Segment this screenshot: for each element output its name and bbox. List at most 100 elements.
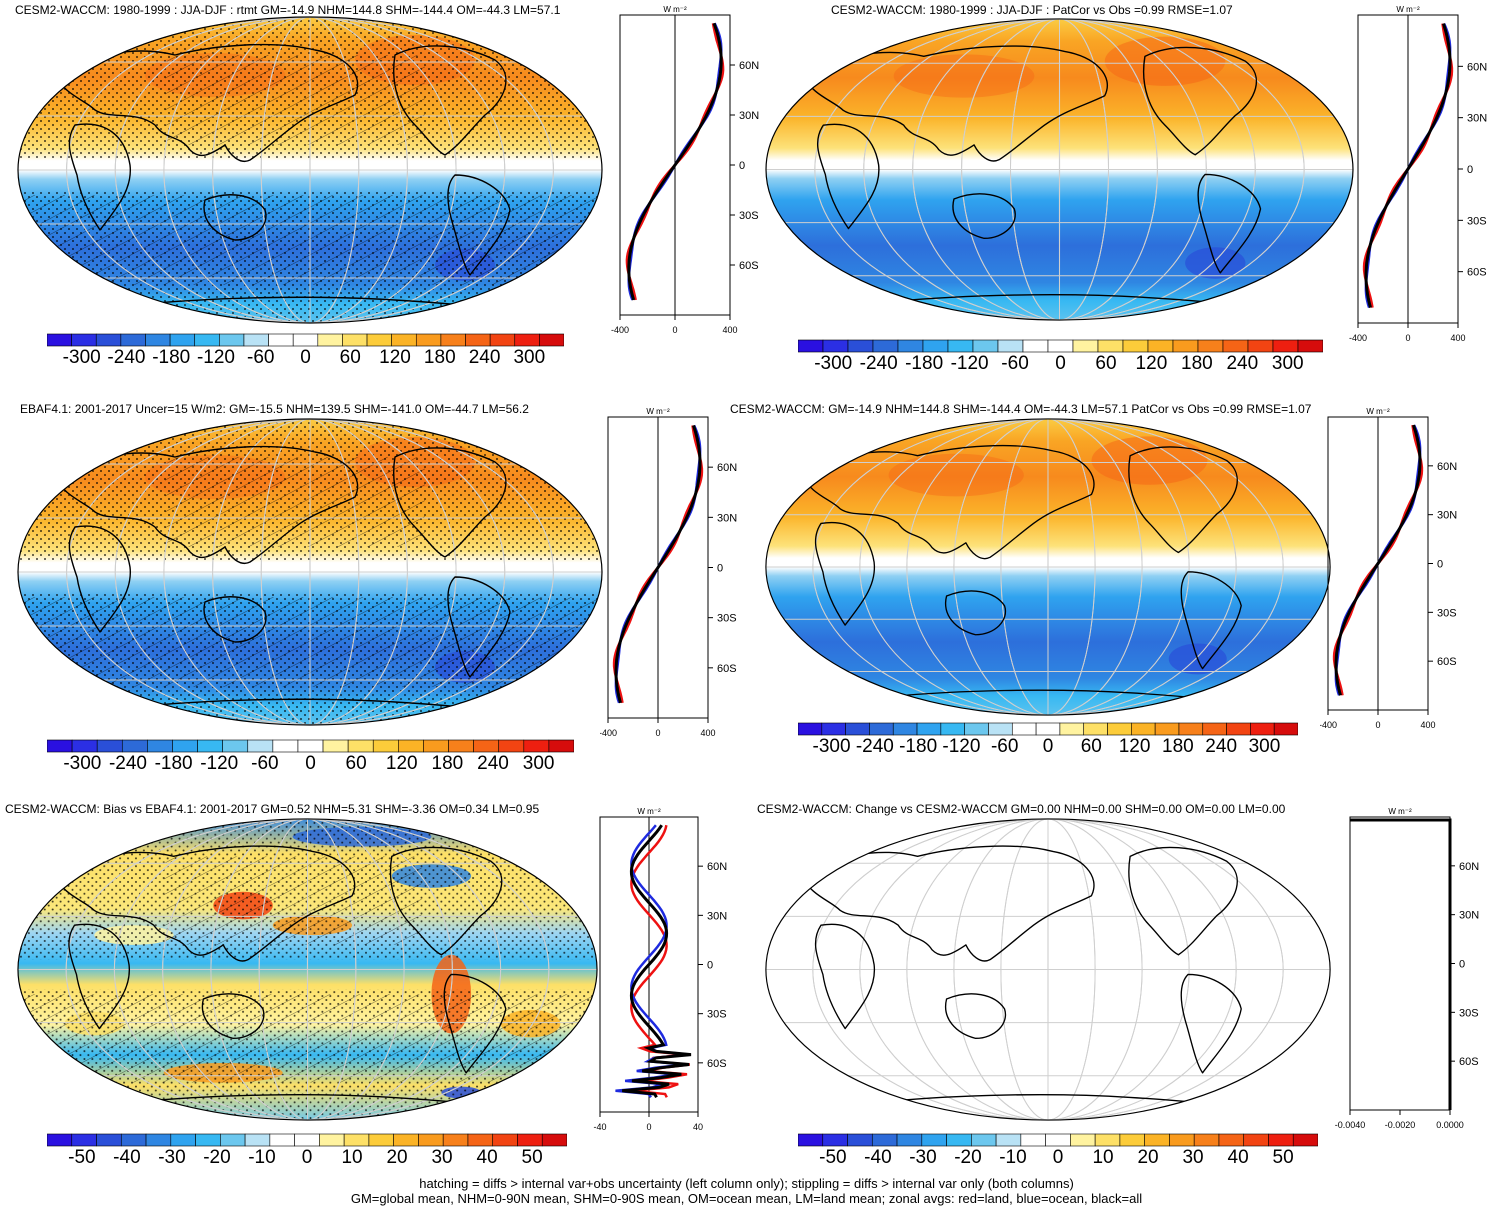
lat-label: 30S xyxy=(1459,1007,1479,1019)
colorbar-swatch xyxy=(269,1133,295,1147)
colorbar-swatches xyxy=(798,339,1323,353)
zonal-line-all xyxy=(614,424,702,704)
colorbar-swatch xyxy=(798,1133,824,1147)
colorbar-swatch xyxy=(1011,722,1037,736)
colorbar-swatch xyxy=(220,1133,246,1147)
unit-label: W m⁻² xyxy=(1396,5,1420,14)
colorbar-swatch xyxy=(892,722,918,736)
x-tick-label: 40 xyxy=(693,1122,703,1132)
lat-label: 30N xyxy=(739,110,759,122)
colorbar-swatch xyxy=(822,339,849,353)
x-tick-label: -0.0020 xyxy=(1385,1120,1416,1130)
coastline-4 xyxy=(1180,571,1242,670)
colorbar-label: 120 xyxy=(379,347,411,368)
colorbar-swatch xyxy=(120,1133,147,1147)
x-tick-label: 0.0000 xyxy=(1436,1120,1464,1130)
coastline-2 xyxy=(944,590,1007,636)
colorbar-swatch xyxy=(415,333,442,347)
colorbar-label: 300 xyxy=(1248,736,1281,757)
zonal-line-all xyxy=(1350,818,1452,1110)
colorbar-swatch xyxy=(972,339,999,353)
colorbar-swatch xyxy=(517,1133,543,1147)
colorbar-label: -300 xyxy=(63,753,102,774)
colorbar-swatch xyxy=(145,333,171,347)
colorbar-swatch xyxy=(1268,1133,1294,1147)
lat-label: 60N xyxy=(717,462,737,474)
colorbar-swatch xyxy=(964,722,989,736)
colorbar-label: 300 xyxy=(522,753,555,774)
colorbar-swatches xyxy=(47,1133,567,1147)
panel-3-map xyxy=(17,418,603,726)
colorbar-swatch xyxy=(1193,1133,1220,1147)
colorbar-label: -120 xyxy=(196,347,235,368)
zonal-line-all xyxy=(1364,23,1452,308)
colorbar-swatch xyxy=(172,739,198,753)
panel-1-map xyxy=(17,16,603,324)
colorbar-swatch xyxy=(292,333,319,347)
colorbar-swatch xyxy=(47,1133,73,1147)
colorbar-swatch xyxy=(1047,339,1074,353)
lat-label: 0 xyxy=(707,960,713,972)
colorbar-label: 0 xyxy=(1052,1147,1064,1168)
colorbar-label: -60 xyxy=(251,753,279,774)
colorbar-swatch xyxy=(971,1133,997,1147)
colorbar-swatch xyxy=(1147,339,1174,353)
colorbar-swatch xyxy=(222,739,249,753)
lat-label: 60S xyxy=(1467,267,1487,279)
lat-label: 30S xyxy=(739,210,759,222)
colorbar-swatch xyxy=(1022,339,1049,353)
colorbar-label: -10 xyxy=(248,1147,276,1168)
colorbar-label: 180 xyxy=(423,347,456,368)
colorbar-swatch xyxy=(492,1133,518,1147)
unit-label: W m⁻² xyxy=(1366,407,1390,416)
colorbar-swatches xyxy=(798,1133,1318,1147)
coastline-1 xyxy=(814,923,876,1030)
coastline-3 xyxy=(389,846,503,956)
colorbar-label: -300 xyxy=(814,353,853,374)
colorbar-label: 0 xyxy=(305,753,316,774)
colorbar-label: -60 xyxy=(990,736,1019,757)
colorbar-label: -120 xyxy=(950,353,989,374)
colorbar-label: -180 xyxy=(899,736,938,757)
colorbar-label: -240 xyxy=(855,736,894,757)
panel-2-map xyxy=(765,18,1354,321)
colorbar-swatch xyxy=(1243,1133,1269,1147)
x-tick-label: 0 xyxy=(655,728,660,738)
colorbar-swatch xyxy=(219,333,245,347)
colorbar-swatch xyxy=(1020,1133,1046,1147)
panel-3-zonal-profile: 60N 30N 0 30S 60S -400 0 400 W m⁻² xyxy=(600,407,737,738)
colorbar-label: -40 xyxy=(113,1147,141,1168)
colorbar-label: -20 xyxy=(954,1147,982,1168)
colorbar-label: 60 xyxy=(1080,736,1102,757)
colorbar-swatch xyxy=(197,739,223,753)
coastline-2 xyxy=(944,993,1007,1040)
panel-1-title: CESM2-WACCM: 1980-1999 : JJA-DJF : rtmt … xyxy=(15,3,561,17)
colorbar-swatch xyxy=(442,1133,469,1147)
coastline-0 xyxy=(54,445,359,564)
lat-label: 30N xyxy=(1459,910,1479,922)
panel-6-map xyxy=(765,818,1331,1121)
colorbar-swatch xyxy=(319,1133,345,1147)
colorbar-label: -180 xyxy=(905,353,944,374)
colorbar-swatches xyxy=(798,722,1298,736)
colorbar-swatch xyxy=(96,1133,122,1147)
lat-label: 60S xyxy=(1437,656,1457,668)
colorbar-label: 240 xyxy=(468,347,501,368)
colorbar-swatch xyxy=(244,1133,271,1147)
colorbar-label: -240 xyxy=(107,347,146,368)
lat-label: 60N xyxy=(739,60,759,72)
panel-3-title: EBAF4.1: 2001-2017 Uncer=15 W/m2: GM=-15… xyxy=(20,402,529,416)
colorbar-label: 240 xyxy=(1205,736,1238,757)
colorbar-swatch xyxy=(922,339,949,353)
colorbar-label: 60 xyxy=(1095,353,1117,374)
lat-label: 0 xyxy=(1467,164,1473,176)
colorbar-swatch xyxy=(243,333,269,347)
panel-5-title: CESM2-WACCM: Bias vs EBAF4.1: 2001-2017 … xyxy=(5,802,540,816)
colorbar-swatch xyxy=(822,1133,848,1147)
colorbar-label: 10 xyxy=(1092,1147,1114,1168)
colorbar-swatch xyxy=(946,1133,972,1147)
colorbar-label: 0 xyxy=(301,1147,313,1168)
lat-label: 30N xyxy=(707,910,727,922)
colorbar-swatch xyxy=(548,739,574,753)
colorbar-label: -300 xyxy=(62,347,101,368)
